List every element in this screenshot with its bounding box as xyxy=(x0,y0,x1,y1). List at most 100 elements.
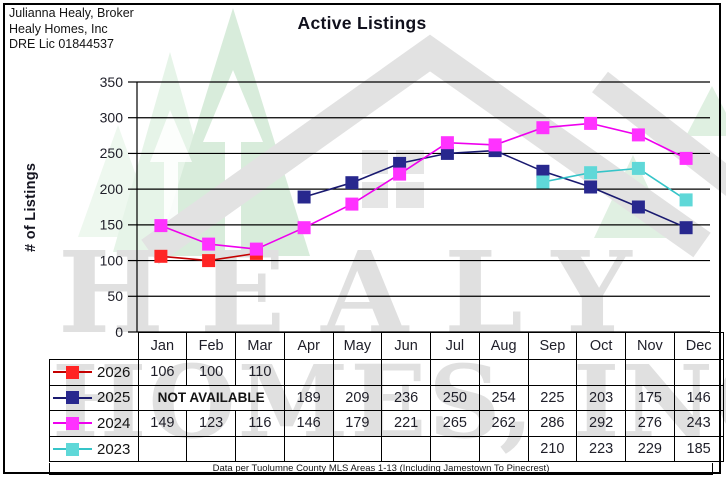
roof-icon xyxy=(141,34,711,265)
series-marker xyxy=(345,197,359,211)
series-marker xyxy=(393,156,407,170)
table-row-2024: 2024 149 123 116 146 179 221 265 262 286 292 276 243 xyxy=(49,410,724,437)
value-cell-2023-Apr xyxy=(283,435,334,463)
y-tick-label: 150 xyxy=(100,217,124,233)
series-marker xyxy=(536,175,550,189)
table-row-2025: 2025 NOT AVAILABLE 189 209 236 250 254 225 203 17… xyxy=(49,384,724,412)
y-tick-label: 200 xyxy=(100,181,124,197)
not-available-cell: NOT AVAILABLE xyxy=(137,384,285,412)
value-cell-2024-Nov: 276 xyxy=(625,410,675,437)
month-header-Nov: Nov xyxy=(625,332,675,360)
value-cell-2024-Mar: 116 xyxy=(235,410,285,437)
month-header-Sep: Sep xyxy=(527,332,578,360)
value-cell-2023-Aug xyxy=(478,435,529,463)
value-cell-2026-May xyxy=(332,359,383,386)
value-cell-2023-May xyxy=(332,435,383,463)
series-marker xyxy=(631,161,645,175)
series-year-label: 2024 xyxy=(97,414,131,432)
value-cell-2025-Aug: 254 xyxy=(478,384,529,412)
broker-license: DRE Lic 01844537 xyxy=(9,37,114,51)
month-header-May: May xyxy=(332,332,383,360)
value-cell-2024-Feb: 123 xyxy=(186,410,236,437)
value-cell-2023-Jun xyxy=(381,435,431,463)
value-cell-2025-Sep: 225 xyxy=(527,384,578,412)
listings-data-table: Jan Feb Mar Apr May Jun Jul Aug Sep Oct Nov Dec 2026… xyxy=(49,332,724,463)
series-2023 xyxy=(536,161,693,207)
value-cell-2026-Dec xyxy=(673,359,724,386)
series-marker xyxy=(631,200,645,214)
value-cell-2024-Jul: 265 xyxy=(430,410,480,437)
series-marker xyxy=(584,116,598,130)
value-cell-2023-Jan xyxy=(137,435,188,463)
month-header-row: Jan Feb Mar Apr May Jun Jul Aug Sep Oct Nov Dec xyxy=(50,332,724,360)
series-marker xyxy=(679,151,693,165)
value-cell-2026-Jul xyxy=(430,359,480,386)
series-year-label: 2023 xyxy=(97,440,131,458)
value-cell-2025-May: 209 xyxy=(332,384,383,412)
value-cell-2024-Sep: 286 xyxy=(527,410,578,437)
value-cell-2026-Sep xyxy=(527,359,578,386)
arrow-up-icon xyxy=(150,110,192,250)
value-cell-2023-Feb xyxy=(186,435,236,463)
legend-cell-2023: 2023 xyxy=(49,435,139,463)
value-cell-2023-Jul xyxy=(430,435,480,463)
series-marker xyxy=(154,219,168,233)
value-cell-2025-Nov: 175 xyxy=(625,384,675,412)
series-marker xyxy=(393,167,407,181)
legend-marker-icon xyxy=(53,442,92,456)
legend-marker-icon xyxy=(53,365,92,379)
series-marker xyxy=(249,242,263,256)
month-header-Oct: Oct xyxy=(576,332,626,360)
series-marker xyxy=(679,193,693,207)
value-cell-2024-Oct: 292 xyxy=(576,410,626,437)
page-title: Active Listings xyxy=(297,13,427,33)
table-row-2023: 2023 210 223 229 185 xyxy=(49,435,724,463)
series-year-label: 2025 xyxy=(97,389,131,407)
month-header-Feb: Feb xyxy=(186,332,236,360)
series-marker xyxy=(584,180,598,194)
value-cell-2026-Nov xyxy=(625,359,675,386)
value-cell-2025-Oct: 203 xyxy=(576,384,626,412)
series-marker xyxy=(584,166,598,180)
series-2024 xyxy=(154,116,693,256)
value-cell-2024-Jan: 149 xyxy=(137,410,188,437)
month-header-Apr: Apr xyxy=(283,332,334,360)
roof-icon xyxy=(592,71,726,197)
y-tick-label: 100 xyxy=(100,252,124,268)
month-header-Aug: Aug xyxy=(478,332,529,360)
value-cell-2023-Nov: 229 xyxy=(625,435,675,463)
value-cell-2026-Jun xyxy=(381,359,431,386)
series-marker xyxy=(202,237,216,251)
tree-icon xyxy=(686,86,726,136)
table-row-2026: 2026 106 100 110 xyxy=(49,359,724,386)
series-marker xyxy=(297,190,311,204)
value-cell-2023-Dec: 185 xyxy=(673,435,724,463)
broker-info: Julianna Healy, Broker Healy Homes, Inc … xyxy=(9,6,134,53)
month-header-Mar: Mar xyxy=(235,332,285,360)
broker-company: Healy Homes, Inc xyxy=(9,21,108,36)
value-cell-2026-Aug xyxy=(478,359,529,386)
value-cell-2026-Feb: 100 xyxy=(186,359,236,386)
arrow-up-icon xyxy=(203,70,263,252)
value-cell-2023-Oct: 223 xyxy=(576,435,626,463)
value-cell-2024-Aug: 262 xyxy=(478,410,529,437)
y-tick-label: 300 xyxy=(100,110,124,126)
value-cell-2024-May: 179 xyxy=(332,410,383,437)
value-cell-2024-Jun: 221 xyxy=(381,410,431,437)
watermark-text-line1: HEALY xyxy=(58,228,668,359)
series-marker xyxy=(440,146,454,160)
legend-cell-2024: 2024 xyxy=(49,410,139,437)
series-year-label: 2026 xyxy=(97,363,131,381)
value-cell-2026-Mar: 110 xyxy=(235,359,285,386)
value-cell-2026-Jan: 106 xyxy=(137,359,188,386)
value-cell-2023-Sep: 210 xyxy=(527,435,578,463)
value-cell-2025-Apr: 189 xyxy=(283,384,334,412)
legend-marker-icon xyxy=(53,416,92,430)
y-tick-label: 0 xyxy=(115,324,123,340)
y-tick-label: 350 xyxy=(100,74,124,90)
value-cell-2026-Oct xyxy=(576,359,626,386)
value-cell-2025-Dec: 146 xyxy=(673,384,724,412)
y-tick-label: 250 xyxy=(100,145,124,161)
